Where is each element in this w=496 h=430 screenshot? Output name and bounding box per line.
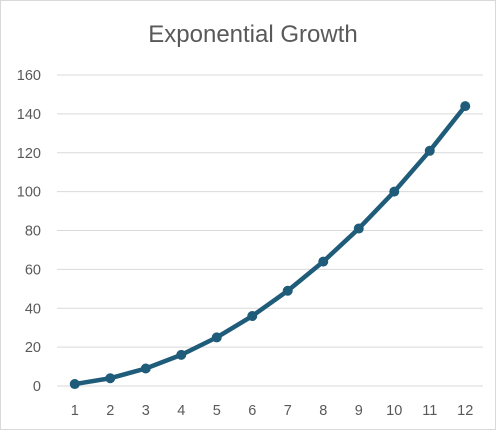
x-tick-label: 6 — [248, 403, 256, 419]
y-tick-label: 120 — [17, 146, 41, 162]
y-tick-label: 140 — [17, 107, 41, 123]
y-tick-label: 20 — [25, 340, 41, 356]
y-axis-tick-labels: 0 20 40 60 80 100 120 140 160 — [17, 68, 41, 395]
data-point — [282, 285, 293, 296]
x-axis-tick-labels: 1 2 3 4 5 6 7 8 9 10 11 12 — [71, 403, 474, 419]
x-tick-label: 3 — [142, 403, 150, 419]
y-tick-label: 160 — [17, 68, 41, 84]
x-tick-label: 11 — [422, 403, 437, 419]
data-point — [460, 101, 471, 112]
x-tick-label: 1 — [71, 403, 79, 419]
x-tick-label: 2 — [106, 403, 114, 419]
x-tick-label: 4 — [177, 403, 185, 419]
data-point — [105, 373, 116, 384]
data-point — [247, 311, 258, 322]
x-tick-label: 5 — [213, 403, 221, 419]
y-tick-label: 100 — [17, 185, 41, 201]
x-tick-label: 10 — [386, 403, 402, 419]
data-point — [424, 145, 435, 156]
y-tick-label: 40 — [25, 301, 41, 317]
data-point — [140, 363, 151, 374]
y-tick-label: 60 — [25, 262, 41, 278]
x-tick-label: 12 — [457, 403, 473, 419]
x-tick-label: 9 — [355, 403, 363, 419]
y-tick-label: 80 — [25, 224, 41, 240]
series-layer — [69, 101, 471, 390]
gridlines — [57, 74, 483, 387]
data-point — [389, 186, 400, 197]
series-line — [72, 103, 468, 387]
data-point — [318, 256, 329, 267]
chart-title: Exponential Growth — [148, 21, 357, 48]
x-tick-label: 7 — [284, 403, 292, 419]
data-point — [176, 349, 187, 360]
data-point — [69, 379, 80, 390]
data-point — [353, 223, 364, 234]
y-tick-label: 0 — [33, 379, 41, 395]
data-point — [211, 332, 222, 343]
x-tick-label: 8 — [319, 403, 327, 419]
